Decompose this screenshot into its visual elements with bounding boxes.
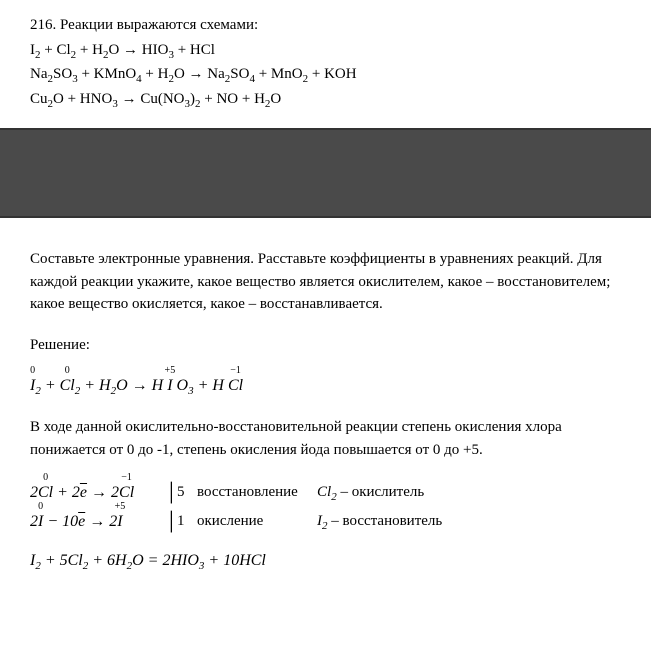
half-eq-1: 2Cl0 + 2e → 2Cl−1	[30, 481, 165, 505]
reaction-3: Cu2O + HNO3 → Cu(NO3)2 + NO + H2O	[30, 88, 621, 111]
reaction-2: Na2SO3 + KMnO4 + H2O → Na2SO4 + MnO2 + K…	[30, 63, 621, 86]
coef-2: 1	[177, 510, 197, 533]
balanced-equation: I2 + 5Cl2 + 6H2O = 2HIO3 + 10HCl	[30, 549, 621, 573]
half-reactions-block: 2Cl0 + 2e → 2Cl−1 │ 5 восстановление Cl2…	[30, 479, 621, 535]
page-gap	[0, 128, 651, 218]
problem-heading: 216. Реакции выражаются схемами:	[30, 14, 621, 37]
reaction-1: I2 + Cl2 + H2O → HIO3 + HCl	[30, 39, 621, 62]
coef-1: 5	[177, 481, 197, 504]
page-bottom-section: Составьте электронные уравнения. Расстав…	[0, 218, 651, 593]
page-top-section: 216. Реакции выражаются схемами: I2 + Cl…	[0, 0, 651, 128]
process-2: окисление	[197, 510, 317, 533]
half-reaction-row-2: 2I0 − 10e → 2I+5 │ 1 окисление I2 – восс…	[30, 508, 621, 535]
agent-1: Cl2 – окислитель	[317, 481, 424, 504]
divider-icon: │	[165, 479, 177, 506]
task-paragraph: Составьте электронные уравнения. Расстав…	[30, 248, 621, 316]
annotated-reaction: I02 + Cl02 + H2O → H I+5 O3 + H Cl−1	[30, 374, 621, 398]
solution-label: Решение:	[30, 334, 621, 357]
agent-2: I2 – восстановитель	[317, 510, 442, 533]
process-1: восстановление	[197, 481, 317, 504]
divider-icon: │	[165, 508, 177, 535]
half-eq-2: 2I0 − 10e → 2I+5	[30, 510, 165, 534]
explanation-paragraph: В ходе данной окислительно-восстановител…	[30, 416, 621, 461]
